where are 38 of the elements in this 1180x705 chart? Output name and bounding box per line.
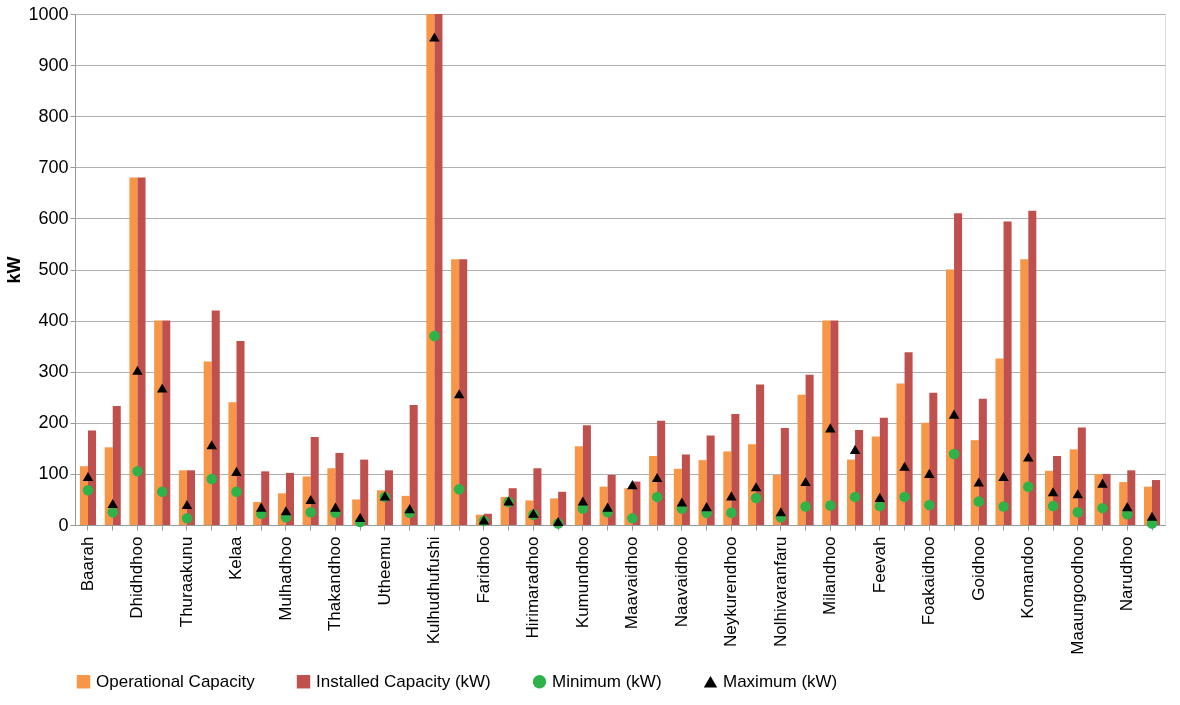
x-tick-label: Neykurendhoo [721, 536, 741, 648]
legend-label: Minimum (kW) [552, 671, 662, 691]
x-tick-label: Naavaidhoo [671, 536, 691, 628]
y-tick-label: 0 [58, 514, 69, 535]
x-tick-label: Milandhoo [820, 536, 840, 615]
x-tick-label: Kumundhoo [572, 536, 592, 629]
x-tick-label: Nolhivaranfaru [770, 536, 790, 648]
y-tick-label: 900 [38, 54, 69, 75]
x-tick-label: Faridhoo [473, 536, 493, 604]
y-tick-label: 1000 [28, 3, 69, 24]
x-tick-label: Kelaa [226, 535, 246, 580]
x-tick-label: Hirimaradhoo [523, 536, 543, 639]
x-tick-label: Utheemu [374, 536, 394, 606]
legend-label: Maximum (kW) [723, 671, 838, 691]
y-tick-label: 300 [38, 361, 69, 382]
x-tick-label: Mulhadhoo [275, 536, 295, 621]
y-tick-label: 400 [38, 310, 69, 331]
x-tick-label: Komandoo [1018, 536, 1038, 619]
x-tick-label: Dhidhdhoo [127, 536, 147, 619]
x-tick-label: Foakaidhoo [919, 536, 939, 626]
x-tick-label: Thuraakunu [176, 536, 196, 628]
x-tick-label: Kulhudhufushi [424, 536, 444, 645]
x-tick-label: Maavaidhoo [622, 536, 642, 630]
x-tick-label: Baarah [77, 536, 97, 592]
x-tick-label: Thakandhoo [325, 536, 345, 632]
y-tick-label: 800 [38, 105, 69, 126]
legend-label: Operational Capacity [96, 671, 256, 691]
y-tick-label: 200 [38, 412, 69, 433]
x-tick-label: Maaungoodhoo [1067, 536, 1087, 655]
y-axis-title: kW [4, 256, 25, 284]
y-tick-label: 600 [38, 207, 69, 228]
x-tick-label: Goidhoo [968, 536, 988, 601]
y-tick-label: 500 [38, 259, 69, 279]
legend-label: Installed Capacity (kW) [316, 671, 491, 691]
x-tick-label: Narudhoo [1117, 536, 1137, 612]
x-tick-label: Feevah [869, 536, 889, 594]
y-tick-label: 100 [38, 463, 69, 484]
y-tick-label: 700 [38, 156, 69, 177]
